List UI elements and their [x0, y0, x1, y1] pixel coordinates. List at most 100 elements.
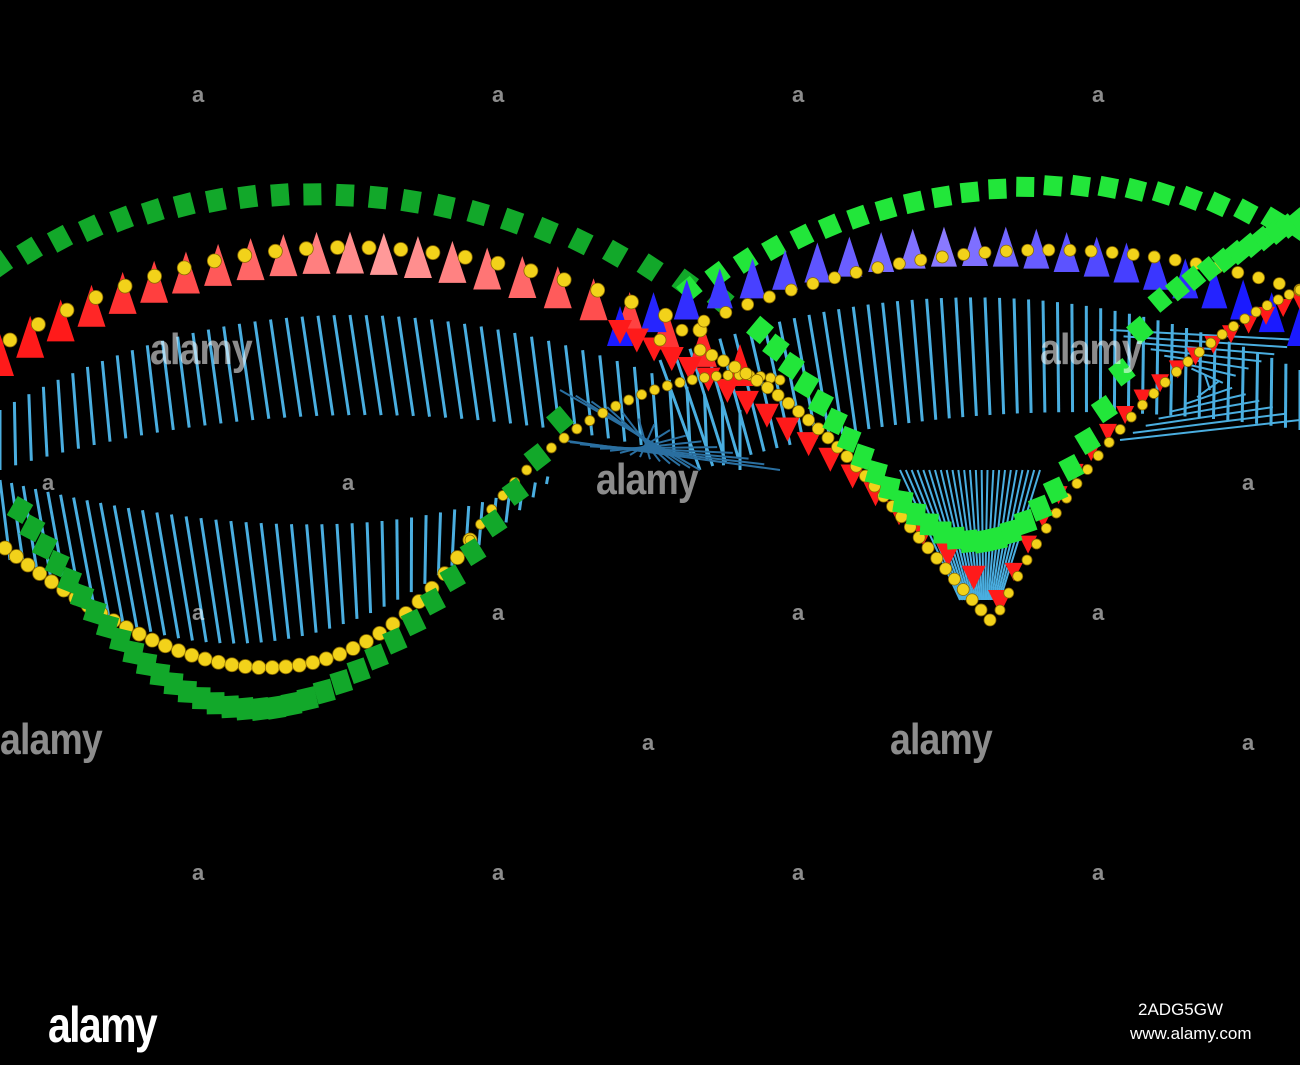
backbone-cone	[16, 315, 45, 358]
base-pair-rung	[85, 500, 111, 618]
green-backbone-block	[400, 188, 422, 214]
base-pair-rung	[71, 373, 80, 449]
phosphate-bead	[658, 307, 673, 323]
phosphate-bead	[939, 562, 953, 576]
base-pair-rung	[564, 345, 578, 433]
base-pair-rung	[939, 297, 951, 419]
phosphate-bead	[1105, 246, 1119, 259]
alamy-logo: alamy	[48, 997, 158, 1053]
base-pair-rung	[27, 394, 33, 461]
base-pair-rung	[269, 319, 287, 418]
base-pair-rung	[141, 510, 167, 636]
green-backbone-block	[636, 253, 664, 282]
phosphate-bead	[358, 634, 374, 649]
watermark-mark: a	[792, 82, 805, 107]
base-pair-rung	[954, 297, 965, 418]
green-backbone-block	[1124, 177, 1148, 202]
phosphate-bead	[332, 646, 348, 662]
phosphate-bead	[1103, 436, 1115, 448]
base-pair-rung	[191, 332, 207, 426]
green-backbone-block	[1211, 247, 1237, 274]
backbone-cone	[754, 403, 779, 428]
base-pair-rung	[126, 507, 153, 632]
phosphate-bead	[914, 253, 928, 267]
base-pair-rung	[100, 360, 112, 442]
base-pair-rung	[851, 306, 871, 430]
watermark-mark: a	[1092, 82, 1105, 107]
watermark-mark: a	[492, 860, 505, 885]
backbone-cone	[734, 390, 759, 415]
base-pair-rung	[1183, 386, 1233, 406]
phosphate-bead	[361, 240, 377, 256]
phosphate-bead	[892, 257, 906, 271]
phosphate-bead	[267, 243, 283, 259]
base-pair-rung	[335, 523, 345, 625]
phosphate-bead	[144, 632, 160, 648]
backbone-cone	[302, 231, 331, 274]
phosphate-bead	[1147, 250, 1161, 264]
green-backbone-block	[822, 407, 848, 436]
backbone-cone	[991, 592, 1009, 610]
base-pair-rung	[615, 360, 627, 442]
phosphate-bead	[1272, 294, 1284, 306]
phosphate-bead	[871, 261, 885, 275]
base-pair-rung	[423, 515, 428, 584]
base-pair-rung	[1164, 354, 1249, 370]
phosphate-bead	[184, 647, 200, 663]
green-backbone-block	[237, 184, 259, 210]
base-pair-rung	[155, 512, 181, 639]
phosphate-bead	[974, 603, 988, 617]
green-backbone-block	[1027, 494, 1053, 522]
green-backbone-block	[419, 587, 446, 616]
phosphate-bead	[1126, 248, 1140, 261]
backbone-cone	[1098, 423, 1117, 442]
green-backbone-block	[1287, 215, 1300, 243]
base-pair-rung	[364, 314, 383, 416]
green-backbone-block	[364, 643, 389, 671]
base-pair-rung	[300, 316, 319, 417]
base-pair-rung	[397, 316, 415, 417]
backbone-cone	[1019, 535, 1038, 554]
base-pair-rung	[462, 323, 480, 421]
green-backbone-block	[140, 198, 165, 225]
green-backbone-block	[533, 216, 559, 245]
base-pair-rung	[881, 302, 898, 426]
phosphate-bead	[1082, 464, 1093, 475]
green-backbone-block	[931, 185, 953, 209]
phosphate-bead	[2, 332, 18, 348]
green-backbone-block	[296, 686, 319, 712]
base-pair-rung	[222, 326, 239, 422]
green-backbone-block	[499, 207, 525, 235]
watermark-mark: a	[1092, 860, 1105, 885]
phosphate-bead	[930, 551, 944, 565]
phosphate-bead	[176, 260, 192, 276]
phosphate-bead	[278, 659, 294, 675]
green-backbone-block	[1108, 358, 1136, 387]
green-backbone-block	[400, 608, 427, 637]
base-pair-rung	[253, 321, 271, 419]
green-backbone-block	[46, 224, 74, 253]
watermark-mark: a	[42, 470, 55, 495]
backbone-cone	[0, 334, 14, 376]
base-pair-rung	[99, 502, 125, 623]
base-pair-rung	[1197, 332, 1203, 418]
backbone-cone	[1142, 249, 1169, 290]
base-pair-rung	[112, 505, 139, 628]
phosphate-bead	[1042, 243, 1056, 257]
green-backbone-block	[270, 183, 290, 207]
green-backbone-block	[335, 183, 355, 207]
green-backbone-block	[959, 181, 980, 204]
phosphate-bead	[237, 247, 253, 263]
phosphate-bead	[1193, 346, 1205, 358]
phosphate-bead	[1071, 478, 1083, 489]
base-pair-rung	[244, 521, 263, 643]
phosphate-bead	[710, 370, 722, 382]
backbone-cone	[1257, 306, 1276, 325]
backbone-cone	[706, 268, 733, 309]
phosphate-bead	[965, 593, 979, 607]
watermark-mark: a	[792, 860, 805, 885]
backbone-cone	[579, 278, 608, 321]
phosphate-bead	[224, 657, 240, 673]
backbone-cone	[715, 378, 740, 403]
base-pair-rung	[1191, 367, 1224, 384]
